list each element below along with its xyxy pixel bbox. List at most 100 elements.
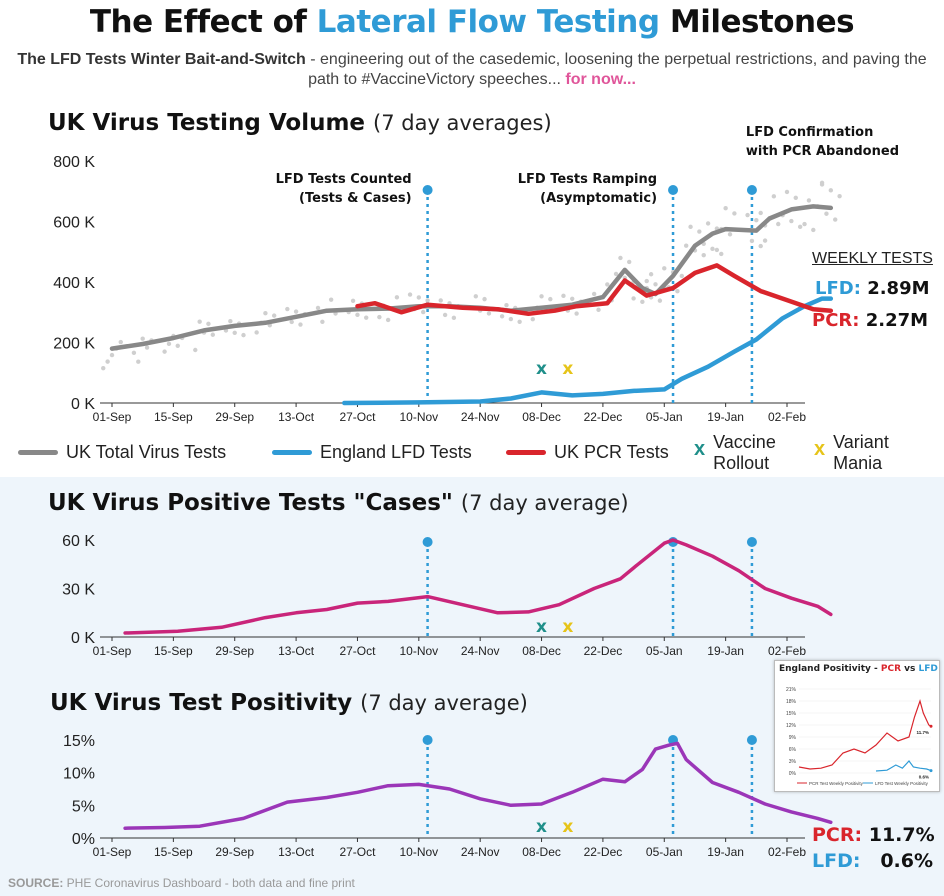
vaccine-marker-icon: x: [694, 438, 706, 460]
x-tick-label: 13-Oct: [278, 845, 315, 859]
daily-point: [438, 298, 443, 303]
x-tick-label: 01-Sep: [93, 845, 132, 859]
daily-point: [679, 273, 685, 279]
inset-y-tick: 6%: [789, 747, 797, 753]
x-tick-label: 02-Feb: [768, 410, 806, 424]
legend-lfd-label: England LFD Tests: [320, 442, 472, 462]
daily-point: [193, 347, 198, 353]
daily-point: [206, 321, 211, 327]
daily-point: [701, 252, 706, 258]
legend-lfd: England LFD Tests: [272, 442, 472, 463]
daily-point: [118, 339, 123, 345]
daily-point: [618, 255, 623, 261]
daily-point: [385, 317, 391, 323]
inset-pcr-end: [929, 724, 933, 728]
daily-point: [298, 322, 303, 327]
daily-point: [802, 221, 807, 227]
daily-point: [136, 359, 141, 364]
inset-y-tick: 18%: [786, 699, 797, 705]
milestone-dot: [668, 185, 679, 195]
legend-vaccine: x Vaccine Rollout: [694, 432, 776, 473]
inset-y-tick: 12%: [786, 723, 797, 729]
positivity-inset-chart: England Positivity - PCR vs LFD 21% 18% 15…: [774, 660, 940, 792]
daily-point: [451, 315, 457, 321]
daily-point: [232, 330, 237, 336]
inset-lfd-end: [929, 769, 933, 773]
volume-legend: UK Total Virus Tests England LFD Tests U…: [18, 432, 938, 476]
x-tick-label: 05-Jan: [646, 845, 683, 859]
x-tick-label: 10-Nov: [399, 410, 438, 424]
daily-point: [648, 272, 654, 277]
inset-plot: 21% 18% 15% 12% 9% 6% 3% 0% 11.7% 0.6% PCR Test We…: [786, 687, 933, 786]
inset-lfd-end-label: 0.6%: [919, 775, 929, 780]
variant-marker-icon: x: [814, 438, 826, 460]
daily-point: [263, 311, 268, 316]
daily-point: [131, 350, 137, 356]
daily-point: [789, 218, 794, 224]
x-tick-label: 05-Jan: [646, 644, 683, 658]
x-tick-label: 15-Sep: [154, 644, 193, 658]
daily-point: [473, 294, 478, 299]
legend-lfd-swatch: [272, 450, 312, 455]
daily-point: [754, 218, 759, 223]
daily-point: [732, 211, 737, 216]
cases-chart: 0 K 30 K 60 K 01-Sep 15-Sep 29-Sep 13-Oct 27-Oc…: [62, 533, 833, 658]
daily-point: [714, 247, 720, 253]
daily-point: [591, 291, 597, 297]
x-tick-label: 22-Dec: [584, 845, 623, 859]
legend-pcr-swatch: [506, 450, 546, 455]
weekly-lfd: LFD: 2.89M: [815, 278, 930, 299]
daily-point: [548, 296, 553, 302]
inset-legend-pcr: PCR Test Weekly Positivity: [809, 781, 864, 786]
daily-point: [315, 305, 321, 311]
x-tick-label: 01-Sep: [93, 644, 132, 658]
daily-point: [793, 195, 798, 200]
inset-pcr-end-label: 11.7%: [916, 730, 929, 735]
daily-point: [697, 229, 702, 234]
x-tick-label: 22-Dec: [584, 644, 623, 658]
series-line-0: [109, 204, 834, 351]
milestone-label: with PCR Abandoned: [746, 144, 899, 159]
daily-point: [416, 295, 422, 300]
milestone-dot: [422, 537, 433, 547]
y-tick-label: 800 K: [53, 154, 95, 171]
daily-point: [644, 278, 649, 284]
inset-legend-lfd: LFD Test Weekly Positivity: [875, 781, 929, 786]
legend-pcr: UK PCR Tests: [506, 442, 669, 463]
y-tick-label: 30 K: [62, 582, 95, 599]
daily-point: [350, 298, 356, 303]
daily-point: [508, 316, 514, 322]
milestone-label: LFD Tests Counted: [276, 172, 412, 187]
daily-point: [833, 217, 838, 222]
variant-marker: x: [562, 359, 573, 379]
y-tick-label: 10%: [63, 766, 95, 783]
daily-point: [837, 193, 842, 199]
inset-y-tick: 15%: [786, 711, 797, 717]
daily-point: [710, 246, 715, 252]
daily-point: [228, 319, 233, 324]
daily-point: [574, 311, 579, 316]
milestone-dot: [746, 185, 757, 195]
daily-point: [762, 238, 768, 243]
volume-chart-title: UK Virus Testing Volume (7 day averages): [48, 110, 552, 136]
x-tick-label: 10-Nov: [399, 644, 438, 658]
positivity-chart-title: UK Virus Test Positivity (7 day average): [50, 690, 528, 716]
x-tick-label: 27-Oct: [339, 845, 376, 859]
daily-point: [596, 307, 601, 313]
x-tick-label: 02-Feb: [768, 845, 806, 859]
x-tick-label: 13-Oct: [278, 644, 315, 658]
daily-point: [758, 210, 763, 216]
daily-point: [109, 352, 115, 358]
daily-point: [394, 295, 400, 300]
x-tick-label: 29-Sep: [215, 845, 254, 859]
x-tick-label: 24-Nov: [461, 845, 500, 859]
daily-point: [197, 319, 202, 324]
y-tick-label: 0 K: [71, 630, 95, 647]
page-title: The Effect of Lateral Flow Testing Miles…: [89, 4, 855, 40]
x-tick-label: 19-Jan: [707, 644, 744, 658]
daily-point: [355, 312, 360, 318]
page-subtitle: The LFD Tests Winter Bait-and-Switch - e…: [17, 51, 927, 88]
daily-point: [719, 251, 724, 257]
x-tick-label: 19-Jan: [707, 845, 744, 859]
variant-marker: x: [562, 817, 573, 837]
